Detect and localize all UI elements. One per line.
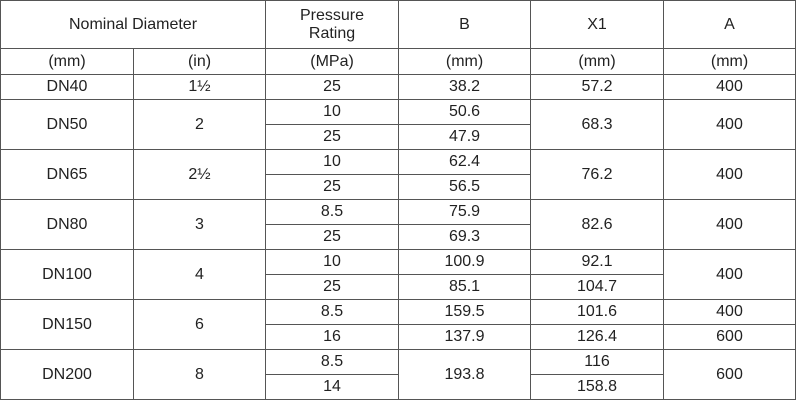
cell: 400 <box>663 299 796 325</box>
cell: 10 <box>265 149 400 175</box>
row: 14 158.8 <box>1 374 796 400</box>
cell: 101.6 <box>530 299 665 325</box>
row: DN150 6 8.5 159.5 101.6 400 <box>0 299 796 350</box>
unit-cell: (in) <box>132 48 267 75</box>
cell: DN50 <box>0 99 134 150</box>
cell: 3 <box>132 199 267 250</box>
cell: 400 <box>663 249 796 300</box>
unit-cell: (mm) <box>530 48 665 75</box>
header-cell: X1 <box>530 0 665 49</box>
cell: 116 <box>530 349 665 375</box>
row: DN200 8 8.5 193.8 116 600 <box>0 349 796 400</box>
row: DN65 2½ 10 62.4 76.2 400 <box>0 149 796 200</box>
cell: DN150 <box>0 299 134 350</box>
cell: DN200 <box>0 349 134 400</box>
cell: 193.8 <box>398 349 532 400</box>
unit-cell: (mm) <box>0 48 134 75</box>
row: 25 85.1 104.7 <box>1 274 796 300</box>
cell: 14 <box>265 374 400 400</box>
row: 25 69.3 <box>1 224 796 250</box>
cell: 158.8 <box>530 374 665 400</box>
cell: DN40 <box>0 74 134 100</box>
cell: 8.5 <box>265 349 400 375</box>
cell: 82.6 <box>530 199 665 250</box>
row: DN100 4 10 100.9 92.1 400 <box>0 249 796 300</box>
cell: DN100 <box>0 249 134 300</box>
cell: 75.9 <box>398 199 532 225</box>
cell: 50.6 <box>398 99 532 125</box>
unit-cell: (MPa) <box>265 48 400 75</box>
cell: 6 <box>132 299 267 350</box>
cell: 400 <box>663 149 796 200</box>
cell: 25 <box>265 274 400 300</box>
cell: 104.7 <box>530 274 665 300</box>
header-cell: A <box>663 0 796 49</box>
cell: 400 <box>663 199 796 250</box>
cell: 57.2 <box>530 74 665 100</box>
header-cell: B <box>398 0 532 49</box>
cell: 68.3 <box>530 99 665 150</box>
cell: 4 <box>132 249 267 300</box>
cell: 8 <box>132 349 267 400</box>
cell: 47.9 <box>398 124 532 150</box>
cell: 85.1 <box>398 274 532 300</box>
cell: 159.5 <box>398 299 532 325</box>
cell: 38.2 <box>398 74 532 100</box>
cell: 137.9 <box>398 324 532 350</box>
cell: 25 <box>265 124 400 150</box>
cell: 600 <box>663 349 796 400</box>
header-cell: Nominal Diameter <box>0 0 267 49</box>
cell: DN80 <box>0 199 134 250</box>
row: 25 56.5 <box>1 174 796 200</box>
cell: 2 <box>132 99 267 150</box>
cell: 600 <box>663 324 796 350</box>
cell: 2½ <box>132 149 267 200</box>
cell: 8.5 <box>265 299 400 325</box>
row: DN50 2 10 50.6 68.3 400 <box>0 99 796 150</box>
cell: 10 <box>265 99 400 125</box>
row: DN40 1½ 25 38.2 57.2 400 <box>0 74 796 100</box>
cell: 62.4 <box>398 149 532 175</box>
cell: 126.4 <box>530 324 665 350</box>
cell: 92.1 <box>530 249 665 275</box>
cell: DN65 <box>0 149 134 200</box>
unit-cell: (mm) <box>398 48 532 75</box>
cell: 25 <box>265 74 400 100</box>
header-row: Nominal Diameter Pressure Rating B X1 A <box>0 0 796 49</box>
cell: 25 <box>265 224 400 250</box>
cell: 400 <box>663 74 796 100</box>
row: 16 137.9 126.4 600 <box>1 324 796 350</box>
row: DN80 3 8.5 75.9 82.6 400 <box>0 199 796 250</box>
header-cell: Pressure Rating <box>265 0 400 49</box>
cell: 16 <box>265 324 400 350</box>
cell: 76.2 <box>530 149 665 200</box>
row: 25 47.9 <box>1 124 796 150</box>
cell: 10 <box>265 249 400 275</box>
cell: 69.3 <box>398 224 532 250</box>
cell: 100.9 <box>398 249 532 275</box>
cell: 8.5 <box>265 199 400 225</box>
units-row: (mm) (in) (MPa) (mm) (mm) (mm) <box>0 48 796 75</box>
cell: 1½ <box>132 74 267 100</box>
cell: 56.5 <box>398 174 532 200</box>
unit-cell: (mm) <box>663 48 796 75</box>
cell: 25 <box>265 174 400 200</box>
cell: 400 <box>663 99 796 150</box>
